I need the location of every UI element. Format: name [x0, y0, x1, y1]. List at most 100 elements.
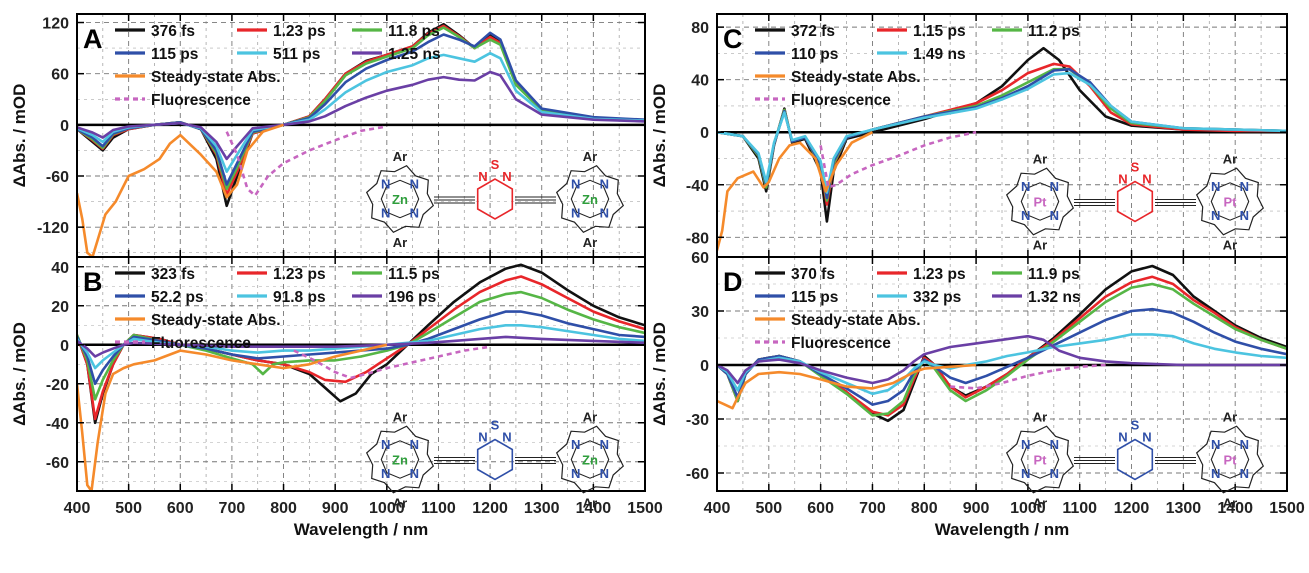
legend-label: 11.8 ps [388, 23, 440, 40]
ytick-label: -40 [686, 178, 709, 195]
legend-label: Steady-state Abs. [791, 69, 921, 86]
xtick-label: 700 [219, 500, 246, 517]
xtick-label: 1300 [1166, 500, 1202, 517]
bridge-nitrogen-label: N [1142, 172, 1151, 187]
y-axis-label: ΔAbs. / mOD [650, 322, 669, 426]
nitrogen-label: N [1211, 437, 1220, 452]
ytick-label: 60 [691, 250, 709, 267]
nitrogen-label: N [1021, 179, 1030, 194]
legend-label: 91.8 ps [273, 289, 326, 306]
plot-frame [716, 256, 1288, 492]
xtick-label: 500 [755, 500, 782, 517]
xtick-label: 600 [807, 500, 834, 517]
aryl-label: Ar [583, 149, 597, 164]
metal-label: Pt [1224, 195, 1238, 210]
aryl-label: Ar [393, 496, 407, 511]
porphyrin-core [570, 440, 610, 479]
x-axis-label: Wavelength / nm [935, 520, 1069, 539]
xtick-label: 400 [64, 500, 91, 517]
ytick-label: 0 [700, 125, 709, 142]
nitrogen-label: N [1050, 208, 1059, 223]
nitrogen-label: N [410, 466, 419, 481]
nitrogen-label: N [1021, 466, 1030, 481]
legend: 376 fs 1.23 ps 11.8 ps 115 ps 511 ps 1.25 ns S… [115, 23, 441, 109]
ytick-label: 30 [691, 304, 709, 321]
ytick-label: 80 [691, 20, 709, 37]
xtick-label: 800 [270, 500, 297, 517]
series-line-115-ps [717, 307, 1287, 406]
panel-C: 80 40 0 -40 -80 ΔAbs. / mOD C 372 fs 1.15 ps 11.2… [650, 13, 1288, 258]
panel-A: 120 60 0 -60 -120 ΔAbs. / mOD A 376 fs 1.23 ps 11… [10, 13, 646, 258]
nitrogen-label: N [1211, 466, 1220, 481]
ytick-label: 20 [51, 299, 69, 316]
series-line-1-25-ns [77, 70, 645, 161]
xtick-label: 400 [704, 500, 731, 517]
legend-label: 1.32 ns [1028, 289, 1081, 306]
bridge-benzene [1116, 438, 1154, 481]
xtick-label: 900 [963, 500, 990, 517]
ytick-label: 40 [51, 260, 69, 277]
porphyrin-ring [1195, 167, 1265, 236]
series-line-1-32-ns [717, 334, 1287, 385]
bridge-nitrogen-label: N [478, 430, 487, 445]
nitrogen-label: N [600, 177, 609, 192]
porphyrin-ring [1005, 167, 1075, 236]
legend-label: 1.23 ps [913, 266, 966, 283]
aryl-label: Ar [583, 235, 597, 250]
xtick-label: 1100 [421, 500, 456, 517]
bridge-nitrogen-label: N [1142, 430, 1151, 445]
series-line-fluorescence [819, 130, 977, 189]
legend: 372 fs 1.15 ps 11.2 ps 110 ps 1.49 ns Steady-… [755, 23, 1080, 109]
series-line-steady-state-abs- [77, 123, 284, 257]
legend-label: 115 ps [791, 289, 838, 306]
series-line-332-ps [717, 333, 1287, 396]
legend-label: 1.49 ns [913, 46, 966, 63]
nitrogen-label: N [381, 466, 390, 481]
legend-label: Fluorescence [791, 335, 891, 352]
ytick-label: 120 [42, 16, 69, 33]
legend-label: Steady-state Abs. [151, 312, 281, 329]
aryl-label: Ar [1223, 238, 1237, 253]
nitrogen-label: N [1240, 466, 1249, 481]
nitrogen-label: N [571, 205, 580, 220]
series-line-1-49-ns [717, 71, 1287, 194]
series-group [77, 22, 645, 257]
legend-label: 1.25 ns [388, 46, 441, 63]
series-line-196-ps [77, 335, 645, 358]
porphyrin-ring [1195, 425, 1265, 494]
legend-label: 370 fs [791, 266, 835, 283]
aryl-label: Ar [1033, 238, 1047, 253]
porphyrin-ring [1005, 425, 1075, 494]
nitrogen-label: N [1211, 208, 1220, 223]
aryl-label: Ar [1033, 410, 1047, 425]
legend-label: Steady-state Abs. [151, 69, 281, 86]
nitrogen-label: N [600, 205, 609, 220]
series-line-steady-state-abs- [77, 343, 388, 491]
ytick-label: 60 [51, 67, 69, 84]
panel-B: 40 20 0 -20 -40 -60 400 500 600 700 800 900 1000 1100… [10, 256, 663, 539]
metal-label: Zn [582, 453, 598, 468]
legend-label: 52.2 ps [151, 289, 204, 306]
aryl-label: Ar [1223, 152, 1237, 167]
aryl-label: Ar [1223, 496, 1237, 511]
legend-label: 332 ps [913, 289, 961, 306]
series-group [77, 263, 645, 491]
nitrogen-label: N [571, 466, 580, 481]
nitrogen-label: N [1211, 179, 1220, 194]
nitrogen-label: N [571, 437, 580, 452]
bridge-nitrogen-label: N [1118, 430, 1127, 445]
xtick-label: 500 [115, 500, 142, 517]
nitrogen-label: N [600, 466, 609, 481]
series-line-91-8-ps [77, 324, 645, 370]
metal-label: Pt [1034, 453, 1048, 468]
porphyrin-core [570, 179, 610, 219]
xtick-label: 1400 [1217, 500, 1253, 517]
ytick-label: 0 [700, 358, 709, 375]
series-line-fluorescence [293, 345, 491, 380]
ytick-label: -20 [46, 377, 69, 394]
